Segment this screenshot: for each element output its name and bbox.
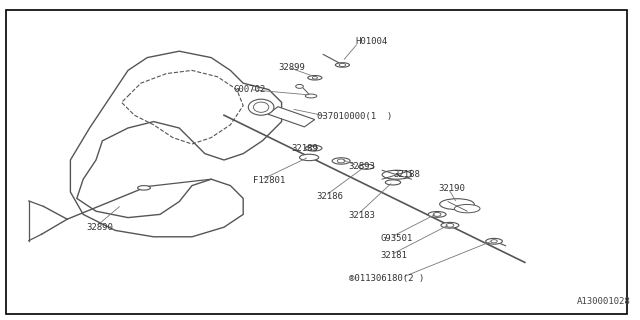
Text: G93501: G93501 bbox=[381, 234, 413, 243]
Text: A130001028: A130001028 bbox=[577, 297, 630, 306]
Ellipse shape bbox=[441, 222, 459, 228]
Text: 32890: 32890 bbox=[86, 223, 113, 232]
Ellipse shape bbox=[385, 180, 401, 185]
Text: G00702: G00702 bbox=[234, 85, 266, 94]
Text: 32188: 32188 bbox=[394, 170, 420, 179]
Ellipse shape bbox=[428, 212, 446, 217]
Bar bbox=[268, 107, 315, 127]
Ellipse shape bbox=[300, 154, 319, 161]
Ellipse shape bbox=[305, 94, 317, 98]
Ellipse shape bbox=[335, 63, 349, 67]
Text: 32190: 32190 bbox=[438, 184, 465, 193]
Circle shape bbox=[312, 76, 317, 79]
Ellipse shape bbox=[305, 145, 322, 151]
Circle shape bbox=[339, 63, 346, 67]
Ellipse shape bbox=[248, 99, 274, 115]
Text: 32189: 32189 bbox=[291, 144, 318, 153]
Ellipse shape bbox=[308, 76, 322, 80]
Ellipse shape bbox=[332, 158, 350, 164]
Text: 037010000(1  ): 037010000(1 ) bbox=[317, 112, 392, 121]
Ellipse shape bbox=[138, 186, 150, 190]
Text: 32186: 32186 bbox=[317, 192, 344, 201]
Text: ®011306180(2 ): ®011306180(2 ) bbox=[349, 274, 424, 283]
Ellipse shape bbox=[486, 238, 502, 244]
Text: F12801: F12801 bbox=[253, 176, 285, 185]
Text: 32181: 32181 bbox=[381, 252, 408, 260]
Ellipse shape bbox=[454, 204, 480, 213]
Circle shape bbox=[491, 240, 497, 243]
Ellipse shape bbox=[358, 164, 374, 169]
Ellipse shape bbox=[440, 199, 474, 210]
Text: 32893: 32893 bbox=[349, 162, 376, 171]
Ellipse shape bbox=[382, 170, 412, 179]
Text: H01004: H01004 bbox=[355, 37, 387, 46]
Text: 32899: 32899 bbox=[278, 63, 305, 72]
Text: 32183: 32183 bbox=[349, 212, 376, 220]
Ellipse shape bbox=[253, 102, 269, 112]
